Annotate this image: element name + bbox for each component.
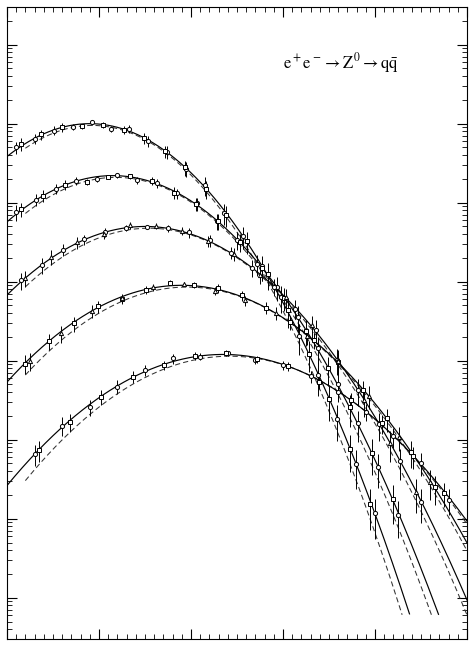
Text: $\mathrm{e^+e^- \rightarrow Z^0 \rightarrow q\bar{q}}$: $\mathrm{e^+e^- \rightarrow Z^0 \rightar…: [283, 51, 399, 75]
